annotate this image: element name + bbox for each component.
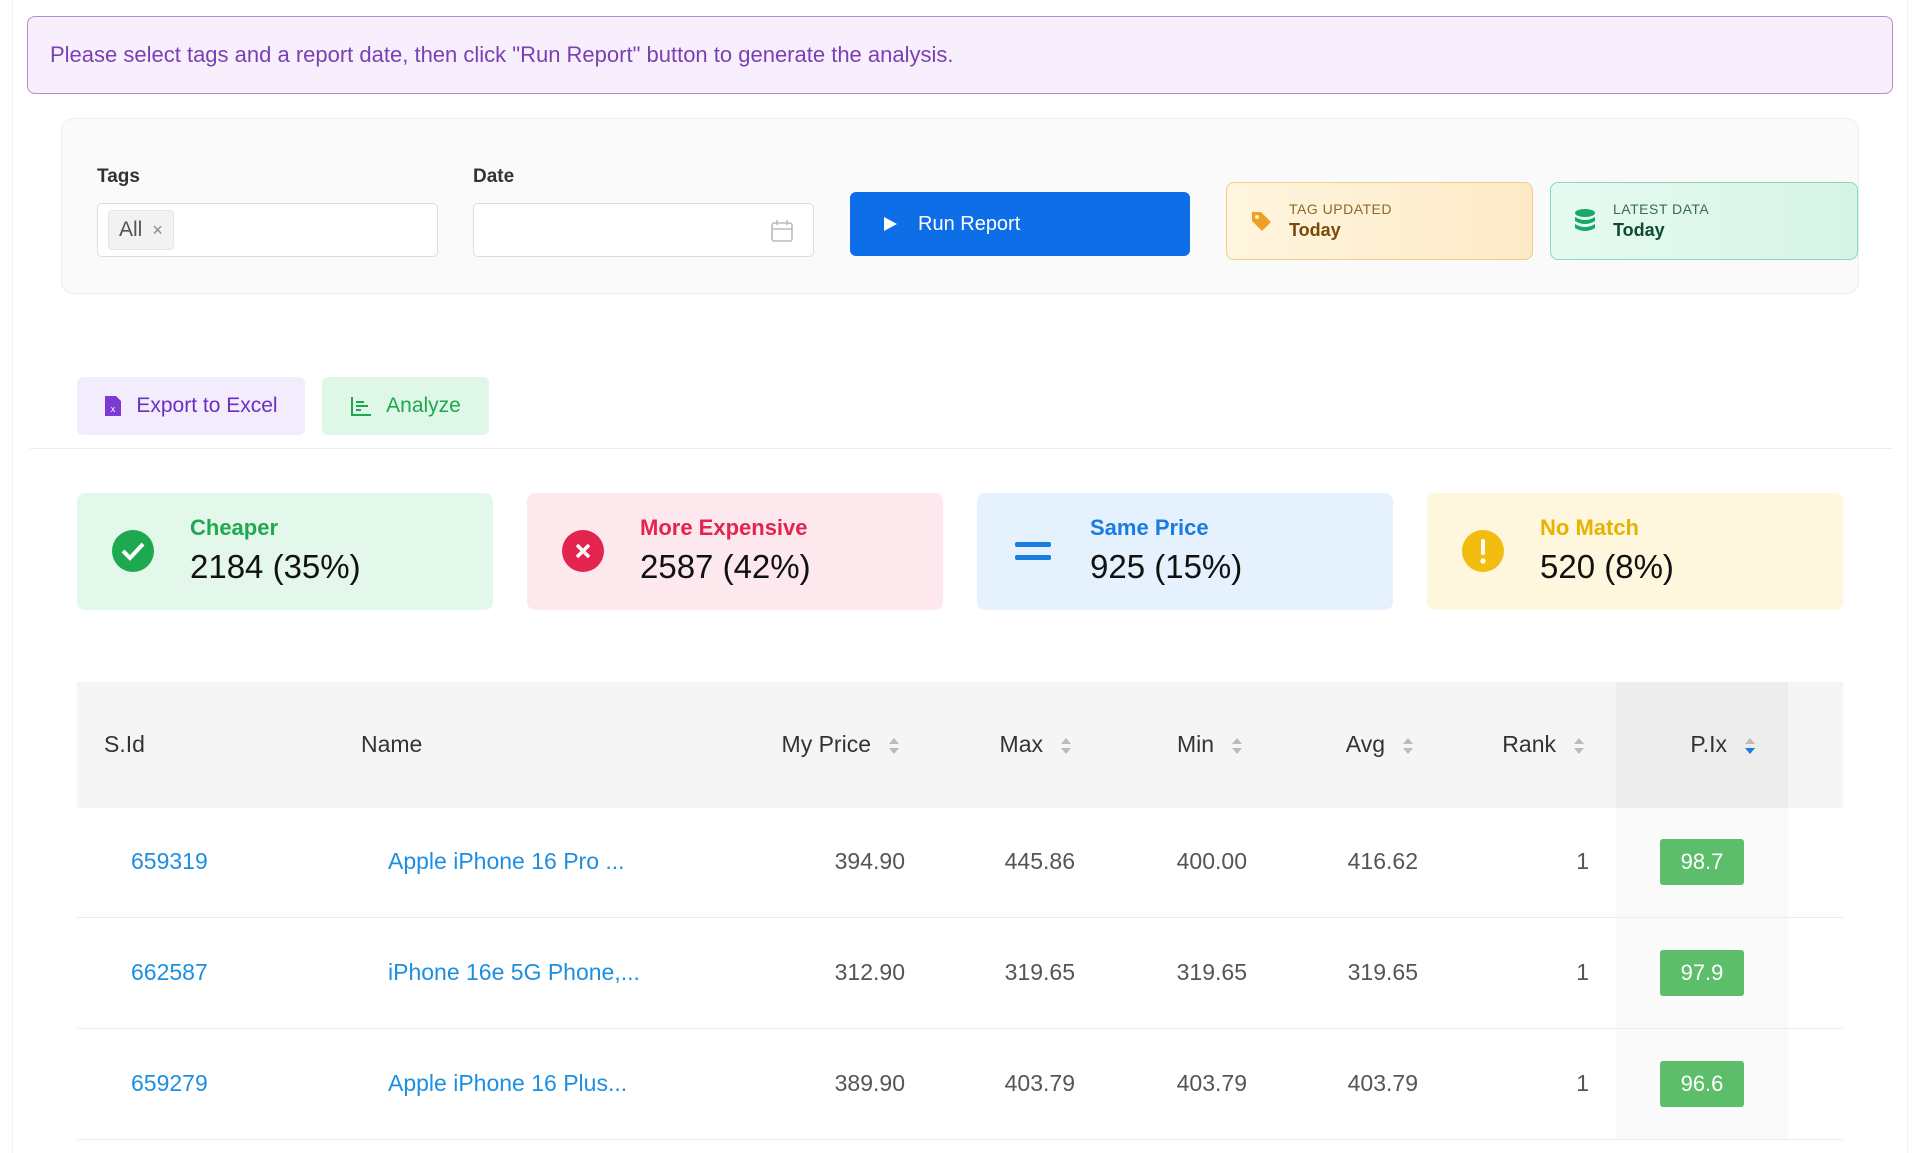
stat-icon: [561, 529, 605, 573]
stat-card: Cheaper 2184 (35%): [77, 493, 493, 610]
tag-updated-card: TAG UPDATED Today: [1226, 182, 1533, 260]
stat-value: 925 (15%): [1090, 548, 1243, 585]
tag-chip[interactable]: All ×: [108, 210, 174, 250]
store-id[interactable]: 659279: [131, 1070, 208, 1096]
run-report-button[interactable]: Run Report: [850, 192, 1190, 256]
my-price: 394.90: [834, 848, 905, 874]
tags-select[interactable]: All ×: [97, 203, 438, 257]
rank: 1: [1576, 1070, 1589, 1096]
my-price: 312.90: [834, 959, 905, 985]
tag-updated-label: TAG UPDATED: [1289, 201, 1392, 217]
calendar-icon: [771, 220, 793, 242]
rank: 1: [1576, 959, 1589, 985]
run-report-text: Run Report: [918, 212, 1021, 235]
analyze-text: Analyze: [386, 394, 461, 417]
stat-card: No Match 520 (8%): [1427, 493, 1843, 610]
sort-icon[interactable]: [1230, 735, 1244, 759]
column-header: S.Id: [104, 731, 145, 757]
tag-icon: [1252, 212, 1271, 231]
min-price: 400.00: [1176, 848, 1247, 874]
stat-value: 2587 (42%): [640, 548, 811, 585]
column-header: Name: [361, 731, 423, 757]
svg-text:x: x: [111, 404, 116, 414]
stat-icon: [1461, 529, 1505, 573]
price-index-badge: 98.7: [1660, 839, 1744, 885]
stat-icon: [1011, 529, 1055, 573]
column-header[interactable]: My Price: [781, 731, 871, 757]
tag-updated-value: Today: [1289, 220, 1341, 240]
store-id[interactable]: 662587: [131, 959, 208, 985]
row-divider: [77, 1028, 1843, 1029]
stat-label: Cheaper: [190, 515, 279, 540]
latest-data-value: Today: [1613, 220, 1665, 240]
price-index-badge: 96.6: [1660, 1061, 1744, 1107]
sort-icon[interactable]: [887, 735, 901, 759]
table-header: [77, 682, 1843, 808]
avg-price: 319.65: [1347, 959, 1418, 985]
date-label: Date: [473, 166, 515, 187]
excel-icon: x: [105, 396, 122, 416]
product-name[interactable]: Apple iPhone 16 Plus...: [388, 1070, 628, 1096]
my-price: 389.90: [834, 1070, 905, 1096]
banner-text: Please select tags and a report date, th…: [50, 42, 954, 67]
chart-icon: [351, 397, 372, 416]
product-name[interactable]: iPhone 16e 5G Phone,...: [388, 959, 640, 985]
latest-data-label: LATEST DATA: [1613, 201, 1710, 217]
price-index-badge: 97.9: [1660, 950, 1744, 996]
stat-label: More Expensive: [640, 515, 808, 540]
column-header[interactable]: Min: [1176, 731, 1214, 757]
remove-tag[interactable]: ×: [152, 219, 163, 240]
row-divider: [77, 917, 1843, 918]
product-name[interactable]: Apple iPhone 16 Pro ...: [388, 848, 625, 874]
max-price: 319.65: [1004, 959, 1075, 985]
stat-value: 520 (8%): [1540, 548, 1674, 585]
column-header[interactable]: Rank: [1502, 731, 1556, 757]
analyze-button[interactable]: Analyze: [322, 377, 489, 435]
avg-price: 416.62: [1347, 848, 1418, 874]
sort-icon[interactable]: [1401, 735, 1415, 759]
info-banner: Please select tags and a report date, th…: [27, 16, 1893, 94]
column-header[interactable]: P.Ix: [1690, 731, 1727, 757]
container: [12, 0, 1908, 1153]
date-input[interactable]: [473, 203, 814, 257]
sort-icon[interactable]: [1059, 735, 1073, 759]
column-header[interactable]: Avg: [1345, 731, 1385, 757]
column-header[interactable]: Max: [999, 731, 1043, 757]
avg-price: 403.79: [1347, 1070, 1418, 1096]
sort-icon[interactable]: [1743, 735, 1757, 759]
stat-card: Same Price 925 (15%): [977, 493, 1393, 610]
divider: [30, 448, 1892, 449]
database-icon: [1575, 209, 1595, 231]
min-price: 403.79: [1176, 1070, 1247, 1096]
rank: 1: [1576, 848, 1589, 874]
stat-icon: [111, 529, 155, 573]
stat-value: 2184 (35%): [190, 548, 361, 585]
sort-icon[interactable]: [1572, 735, 1586, 759]
tag-chip-text: All: [119, 218, 143, 241]
stat-label: Same Price: [1090, 515, 1209, 540]
stat-card: More Expensive 2587 (42%): [527, 493, 943, 610]
max-price: 403.79: [1004, 1070, 1075, 1096]
store-id[interactable]: 659319: [131, 848, 208, 874]
export-text: Export to Excel: [136, 394, 278, 417]
sorted-column-header: [1616, 682, 1788, 808]
play-icon: [884, 217, 897, 231]
tags-label: Tags: [97, 166, 140, 187]
min-price: 319.65: [1176, 959, 1247, 985]
row-divider: [77, 1139, 1843, 1140]
latest-data-card: LATEST DATA Today: [1550, 182, 1858, 260]
export-button[interactable]: x Export to Excel: [77, 377, 305, 435]
stat-label: No Match: [1540, 515, 1639, 540]
max-price: 445.86: [1004, 848, 1075, 874]
